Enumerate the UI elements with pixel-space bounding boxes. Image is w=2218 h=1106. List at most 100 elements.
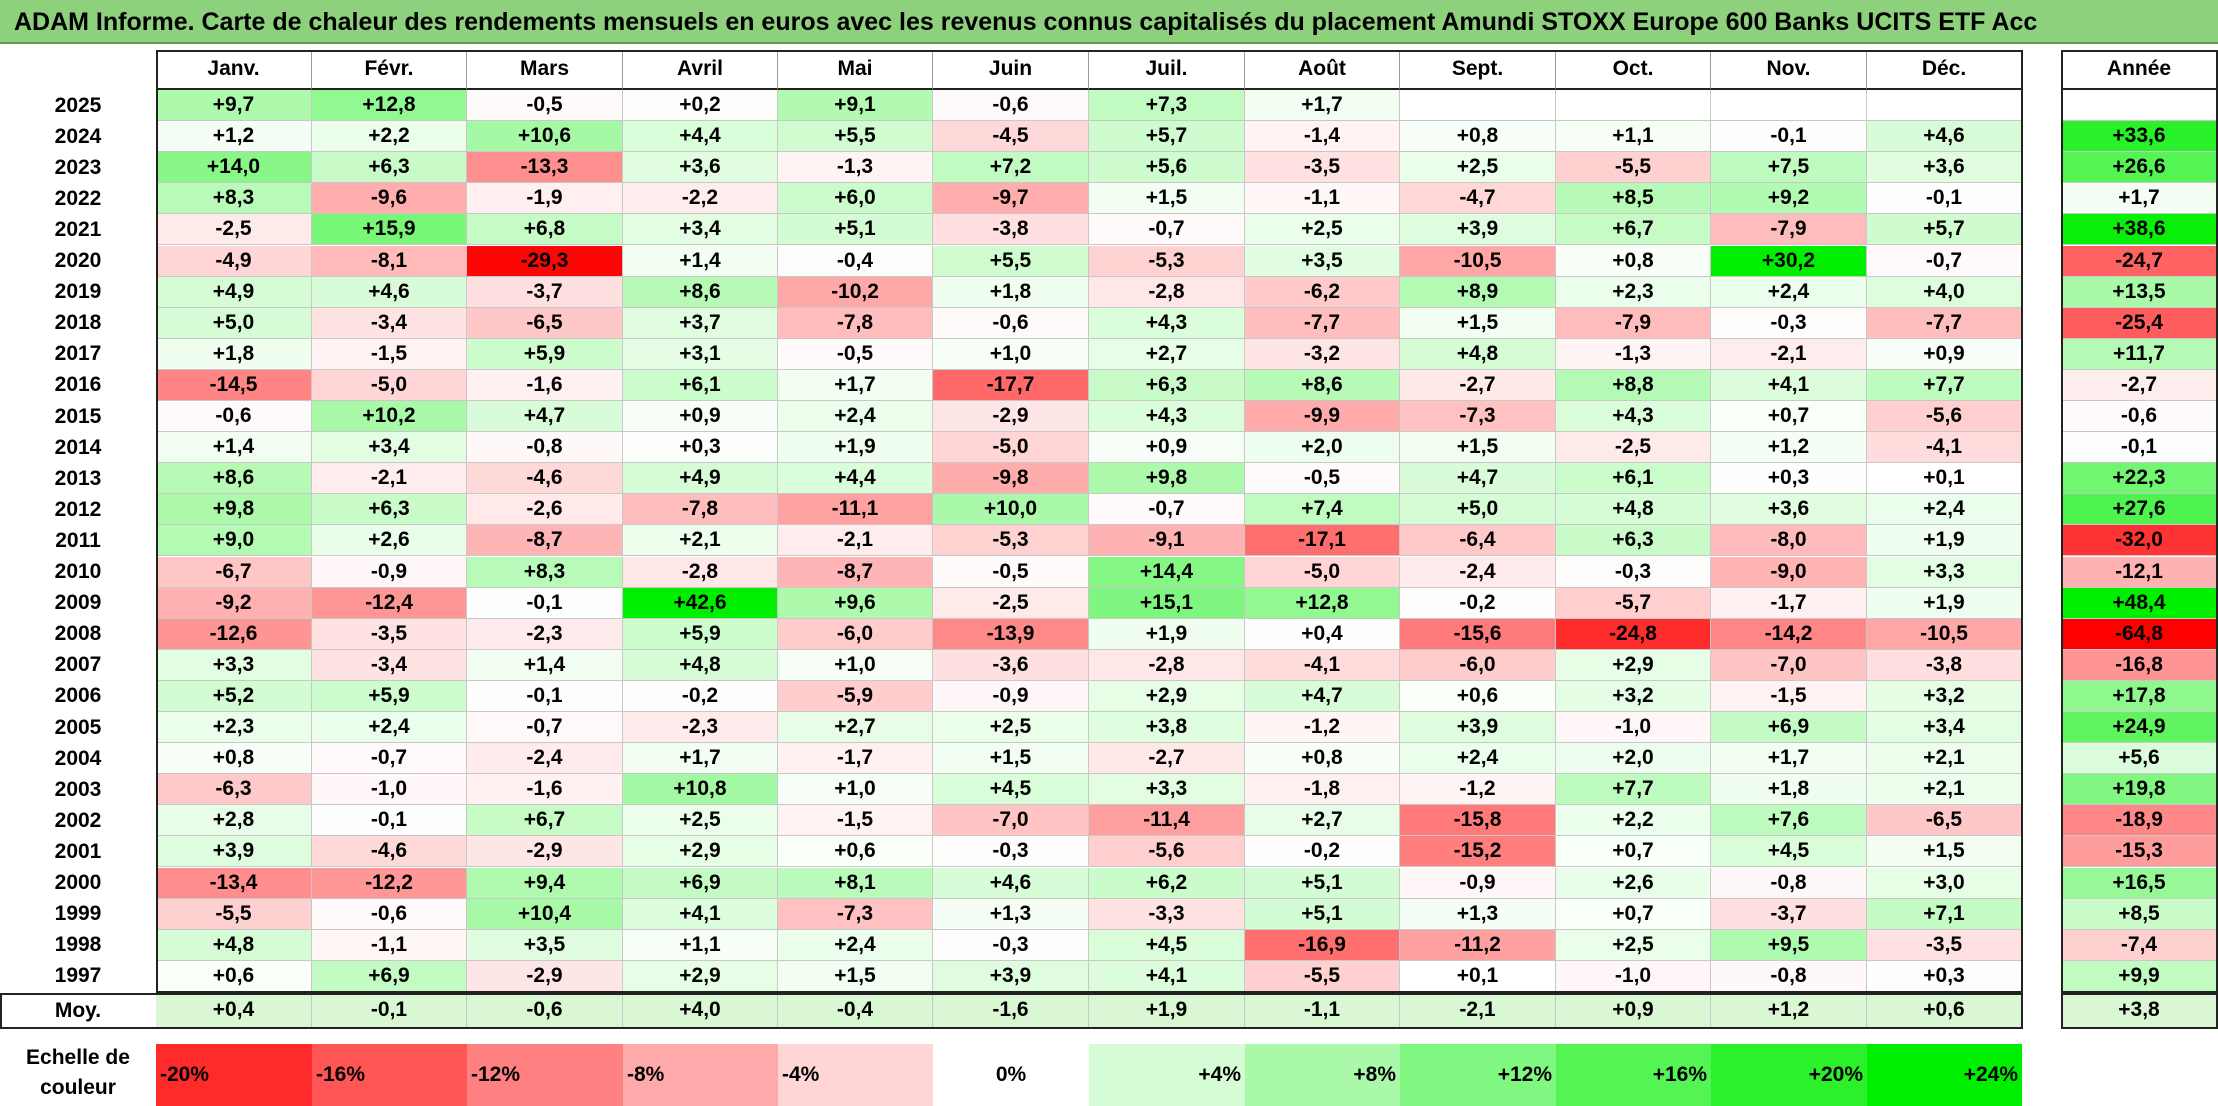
heatmap-cell: -4,1 (1867, 432, 2022, 464)
heatmap-cell: -0,7 (1867, 245, 2022, 277)
heatmap-cell: +4,9 (623, 463, 778, 495)
heatmap-cell: +3,6 (623, 152, 778, 184)
heatmap-cell: +1,7 (1245, 90, 1400, 122)
heatmap-cell: +4,3 (1089, 401, 1245, 433)
heatmap-cell: -0,7 (1089, 214, 1245, 246)
heatmap-cell: -1,9 (467, 183, 623, 215)
heatmap-cell: +8,9 (1400, 276, 1556, 308)
heatmap-cell: +2,4 (312, 712, 467, 744)
heatmap-cell: +6,3 (1556, 525, 1711, 557)
heatmap-cell: +0,3 (623, 432, 778, 464)
heatmap-cell: +3,2 (1867, 680, 2022, 712)
heatmap-cell: -12,2 (312, 867, 467, 899)
heatmap-cell: +4,3 (1556, 401, 1711, 433)
heatmap-cell: +8,8 (1556, 369, 1711, 401)
heatmap-cell: +8,6 (623, 276, 778, 308)
heatmap-cell: +8,1 (778, 867, 933, 899)
heatmap-cell: -5,7 (1556, 587, 1711, 619)
heatmap-cell: +1,5 (1400, 432, 1556, 464)
color-scale-swatch: +24% (1867, 1044, 2022, 1106)
heatmap-cell: -4,6 (312, 836, 467, 868)
average-cell: +0,9 (1556, 993, 1711, 1028)
heatmap-cell: +3,9 (1400, 712, 1556, 744)
heatmap-cell: -4,6 (467, 463, 623, 495)
heatmap-cell: +2,6 (1556, 867, 1711, 899)
annual-cell: +19,8 (2061, 774, 2218, 806)
heatmap-cell: +10,4 (467, 898, 623, 930)
heatmap-cell: +1,7 (778, 369, 933, 401)
heatmap-cell (1400, 90, 1556, 122)
annual-cell: -2,7 (2061, 369, 2218, 401)
heatmap-cell: -2,9 (467, 960, 623, 992)
heatmap-cell: -5,0 (933, 432, 1089, 464)
average-cell: -1,1 (1245, 993, 1400, 1028)
heatmap-cell: -0,2 (1400, 587, 1556, 619)
year-label: 2019 (0, 276, 156, 308)
heatmap-cell: +6,9 (312, 960, 467, 992)
heatmap-cell: -2,1 (778, 525, 933, 557)
heatmap-cell: -0,9 (312, 556, 467, 588)
heatmap-cell: -14,2 (1711, 618, 1867, 650)
heatmap-cell: +9,7 (156, 90, 312, 122)
heatmap-cell: +4,8 (1556, 494, 1711, 526)
heatmap-cell: +1,4 (156, 432, 312, 464)
average-cell: +4,0 (623, 993, 778, 1028)
year-label: 2018 (0, 307, 156, 339)
heatmap-cell: -2,8 (1089, 276, 1245, 308)
column-header: Août (1245, 50, 1400, 90)
heatmap-cell: -5,5 (1556, 152, 1711, 184)
heatmap-cell: +4,9 (156, 276, 312, 308)
heatmap-cell: -7,9 (1711, 214, 1867, 246)
heatmap-cell: +3,3 (156, 649, 312, 681)
column-header: Déc. (1867, 50, 2022, 90)
average-cell: +1,2 (1711, 993, 1867, 1028)
heatmap-cell: +4,8 (1400, 338, 1556, 370)
heatmap-cell: -0,1 (1711, 121, 1867, 153)
heatmap-cell: +10,0 (933, 494, 1089, 526)
heatmap-cell: -14,5 (156, 369, 312, 401)
heatmap-cell: -2,3 (623, 712, 778, 744)
heatmap-cell: -9,1 (1089, 525, 1245, 557)
heatmap-cell: +5,1 (1245, 898, 1400, 930)
heatmap-cell: +5,2 (156, 680, 312, 712)
annual-cell: +9,9 (2061, 960, 2218, 992)
heatmap-cell: +6,7 (1556, 214, 1711, 246)
heatmap-cell: +7,4 (1245, 494, 1400, 526)
heatmap-cell: -3,8 (933, 214, 1089, 246)
heatmap-cell: -2,1 (312, 463, 467, 495)
heatmap-cell: +15,1 (1089, 587, 1245, 619)
heatmap-cell: +2,5 (623, 805, 778, 837)
heatmap-cell: +7,7 (1556, 774, 1711, 806)
heatmap-cell: -1,6 (467, 369, 623, 401)
heatmap-cell: +5,1 (1245, 867, 1400, 899)
heatmap-cell: +8,5 (1556, 183, 1711, 215)
heatmap-cell: +4,0 (1867, 276, 2022, 308)
color-scale-swatch: +12% (1400, 1044, 1556, 1106)
heatmap-cell: +2,9 (623, 960, 778, 992)
heatmap-cell: +0,7 (1556, 836, 1711, 868)
heatmap-cell: +2,9 (623, 836, 778, 868)
heatmap-cell: -9,9 (1245, 401, 1400, 433)
heatmap-cell: +2,5 (1245, 214, 1400, 246)
heatmap-cell: +0,8 (1556, 245, 1711, 277)
average-cell: -0,6 (467, 993, 623, 1028)
heatmap-cell: -4,7 (1400, 183, 1556, 215)
heatmap-cell: -10,5 (1867, 618, 2022, 650)
annual-header: Année (2061, 50, 2218, 90)
heatmap-cell: +9,8 (156, 494, 312, 526)
heatmap-cell: -0,1 (312, 805, 467, 837)
annual-cell: -7,4 (2061, 929, 2218, 961)
heatmap-cell: -10,5 (1400, 245, 1556, 277)
heatmap-cell: +2,2 (312, 121, 467, 153)
heatmap-cell: +10,6 (467, 121, 623, 153)
heatmap-cell: +1,8 (933, 276, 1089, 308)
year-label: 2009 (0, 587, 156, 619)
heatmap-cell: +6,1 (1556, 463, 1711, 495)
year-label: 2021 (0, 214, 156, 246)
heatmap-cell: -1,3 (778, 152, 933, 184)
heatmap-cell: +3,6 (1867, 152, 2022, 184)
heatmap-cell: -8,0 (1711, 525, 1867, 557)
annual-cell: -0,1 (2061, 432, 2218, 464)
heatmap-cell: +7,2 (933, 152, 1089, 184)
average-cell: -2,1 (1400, 993, 1556, 1028)
